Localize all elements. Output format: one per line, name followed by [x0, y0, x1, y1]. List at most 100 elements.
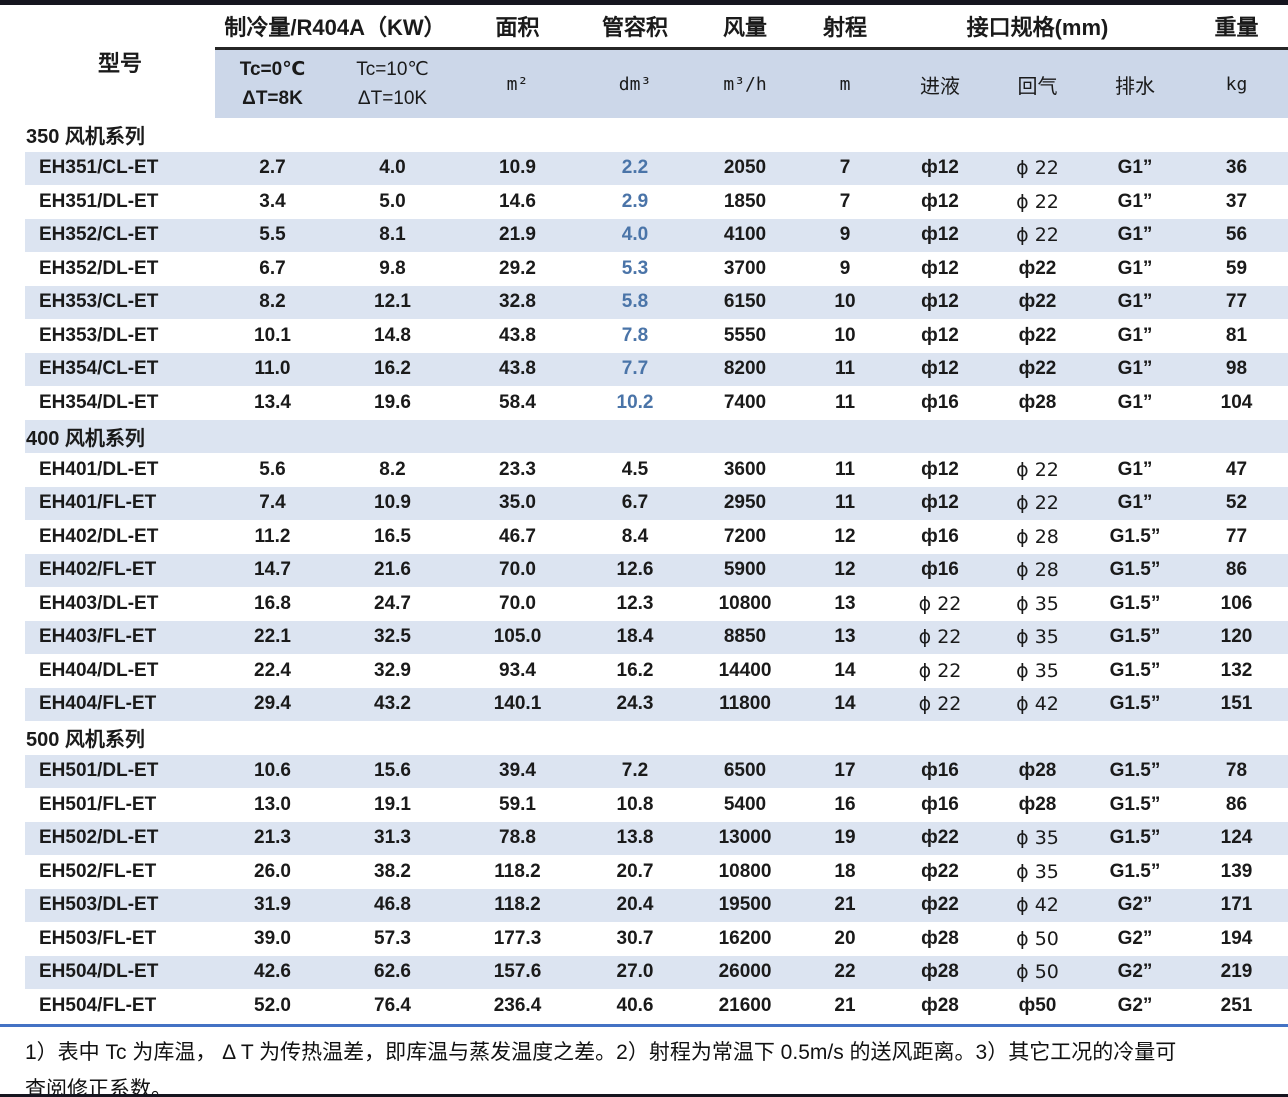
- cell-tc10: 16.5: [374, 525, 411, 547]
- cell-vol: 18.4: [616, 626, 654, 648]
- cell-drain: G2”: [1117, 994, 1153, 1016]
- cell-tc0: 16.8: [254, 592, 291, 614]
- cell-weight: 86: [1225, 793, 1248, 815]
- cell-vol: 16.2: [616, 659, 654, 681]
- cell-throw: 11: [834, 391, 856, 413]
- cell-tc0: 29.4: [254, 693, 291, 715]
- cell-tc10: 9.8: [379, 257, 406, 279]
- cell-weight: 78: [1225, 760, 1248, 782]
- table-row: EH403/FL-ET 22.1 32.5 105.0 18.4 8850 13 ϕ 22 ϕ …: [25, 620, 1288, 654]
- cell-drain: G1.5”: [1109, 793, 1161, 815]
- subheader-tc10-delta: ΔT=10K: [357, 88, 428, 109]
- cell-flow: 21600: [718, 994, 772, 1016]
- cell-vol: 4.0: [621, 224, 649, 246]
- cell-flow: 19500: [718, 894, 772, 916]
- cell-flow: 2950: [723, 492, 767, 514]
- cell-weight: 106: [1220, 592, 1253, 614]
- cell-area: 78.8: [499, 827, 536, 849]
- cell-model: EH353/CL-ET: [39, 291, 159, 313]
- subheader-tc0-temp: Tc=0℃: [239, 58, 306, 80]
- subheader-tc10: Tc=10℃ ΔT=10K: [330, 50, 455, 118]
- cell-ret: ф50: [1018, 994, 1057, 1016]
- cell-model: EH401/DL-ET: [39, 458, 159, 480]
- series-label: 500 风机系列: [26, 729, 145, 752]
- cell-tc0: 3.4: [259, 190, 286, 212]
- cell-weight: 194: [1220, 927, 1253, 949]
- subheader-inlet: 进液: [890, 50, 990, 118]
- column-group-cooling-capacity: 制冷量/R404A（KW）: [215, 5, 455, 50]
- table-row: EH504/DL-ET 42.6 62.6 157.6 27.0 26000 22 ф28 ϕ …: [25, 955, 1288, 989]
- cell-flow: 10800: [718, 860, 772, 882]
- cell-inlet: ф12: [921, 358, 959, 380]
- cell-flow: 26000: [718, 961, 772, 983]
- cell-area: 32.8: [499, 291, 536, 313]
- cell-inlet: ф12: [921, 257, 959, 279]
- cell-model: EH504/FL-ET: [39, 994, 157, 1016]
- cell-weight: 219: [1220, 961, 1253, 983]
- cell-area: 59.1: [499, 793, 536, 815]
- cell-model: EH501/DL-ET: [39, 760, 159, 782]
- cell-tc10: 46.8: [374, 894, 411, 916]
- cell-area: 46.7: [499, 525, 536, 547]
- cell-model: EH402/FL-ET: [39, 559, 157, 581]
- table-row: EH501/DL-ET 10.6 15.6 39.4 7.2 6500 17 ф16 ф28 G1…: [25, 754, 1288, 788]
- cell-ret: ϕ 22: [1016, 157, 1059, 180]
- cell-inlet: ф22: [921, 894, 959, 916]
- cell-throw: 19: [834, 827, 856, 849]
- cell-drain: G1”: [1117, 391, 1153, 413]
- cell-drain: G1.5”: [1109, 592, 1161, 614]
- table-row: EH351/CL-ET 2.7 4.0 10.9 2.2 2050 7 ф12 ϕ 22 G1” 3…: [25, 151, 1288, 185]
- cell-weight: 132: [1220, 659, 1253, 681]
- cell-tc0: 10.6: [254, 760, 291, 782]
- table-row: EH503/FL-ET 39.0 57.3 177.3 30.7 16200 20 ф28 ϕ …: [25, 922, 1288, 956]
- cell-drain: G1”: [1117, 157, 1153, 179]
- evaporator-spec-table: 型号 制冷量/R404A（KW） 面积 管容积 风量 射程 接口规格(mm) 重…: [25, 5, 1288, 1023]
- cell-inlet: ϕ 22: [918, 592, 962, 615]
- cell-flow: 3700: [723, 257, 767, 279]
- cell-model: EH403/DL-ET: [39, 592, 159, 614]
- cell-ret: ϕ 50: [1016, 961, 1059, 984]
- cell-throw: 11: [834, 458, 856, 480]
- table-row: EH502/DL-ET 21.3 31.3 78.8 13.8 13000 19 ф22 ϕ 3…: [25, 821, 1288, 855]
- cell-ret: ф22: [1018, 324, 1057, 346]
- subheader-weight-unit: kg: [1185, 50, 1288, 118]
- cell-weight: 77: [1225, 291, 1248, 313]
- cell-ret: ф28: [1018, 391, 1057, 413]
- footnote-line-1: 1）表中 Tc 为库温， Δ T 为传热温差，即库温与蒸发温度之差。2）射程为常…: [25, 1040, 1177, 1064]
- cell-tc10: 15.6: [374, 760, 411, 782]
- cell-tc10: 24.7: [374, 592, 411, 614]
- cell-vol: 10.2: [616, 391, 654, 413]
- cell-drain: G1”: [1117, 257, 1153, 279]
- cell-flow: 10800: [718, 592, 772, 614]
- subheader-drain: 排水: [1085, 50, 1185, 118]
- cell-inlet: ф22: [921, 827, 959, 849]
- series-label: 350 风机系列: [26, 126, 145, 149]
- cell-ret: ϕ 35: [1016, 626, 1059, 649]
- cell-flow: 6500: [723, 760, 767, 782]
- cell-weight: 52: [1225, 492, 1248, 514]
- cell-area: 39.4: [499, 760, 536, 782]
- cell-vol: 5.8: [621, 291, 649, 313]
- cell-vol: 2.2: [621, 157, 649, 179]
- cell-vol: 40.6: [616, 994, 654, 1016]
- cell-tc10: 12.1: [374, 291, 411, 313]
- cell-tc10: 62.6: [374, 961, 411, 983]
- table-row: EH401/DL-ET 5.6 8.2 23.3 4.5 3600 11 ф12 ϕ 22 G1”…: [25, 453, 1288, 487]
- cell-tc10: 8.2: [379, 458, 406, 480]
- cell-drain: G1.5”: [1109, 626, 1161, 648]
- cell-vol: 10.8: [616, 793, 654, 815]
- cell-flow: 16200: [718, 927, 772, 949]
- cell-drain: G1”: [1117, 358, 1153, 380]
- cell-inlet: ф16: [921, 760, 959, 782]
- cell-throw: 12: [834, 525, 856, 547]
- cell-flow: 1850: [723, 190, 767, 212]
- cell-weight: 124: [1220, 827, 1253, 849]
- cell-tc10: 14.8: [374, 324, 411, 346]
- cell-tc10: 19.1: [374, 793, 411, 815]
- cell-model: EH352/DL-ET: [39, 257, 159, 279]
- table-row: EH353/DL-ET 10.1 14.8 43.8 7.8 5550 10 ф12 ф22 G1…: [25, 319, 1288, 353]
- cell-ret: ф22: [1018, 358, 1057, 380]
- cell-tc0: 11.0: [254, 358, 291, 380]
- cell-tc0: 21.3: [254, 827, 291, 849]
